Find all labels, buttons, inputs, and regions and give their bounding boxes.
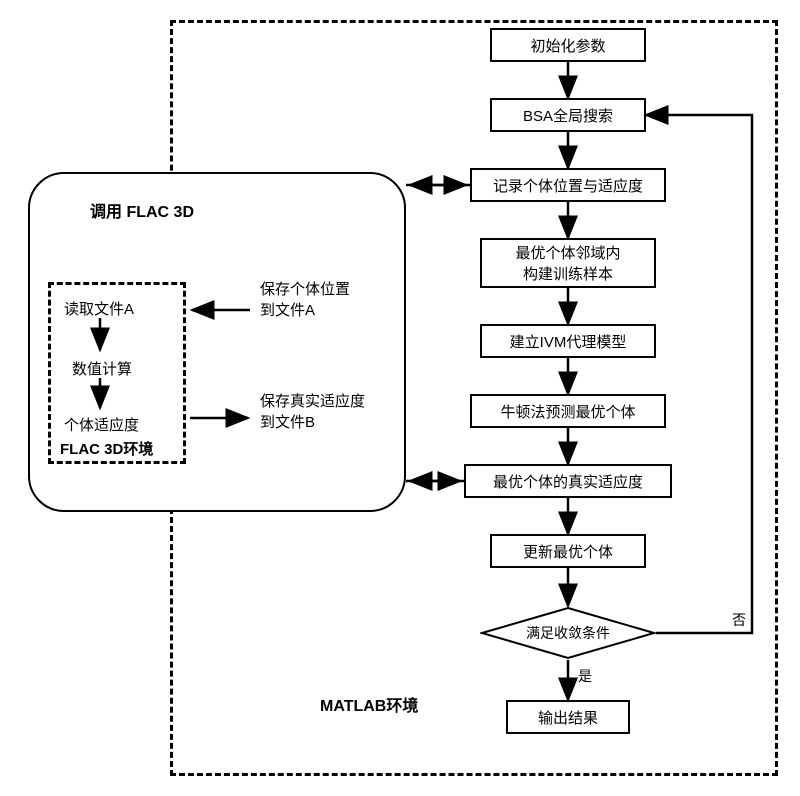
arrows-svg	[20, 20, 780, 776]
diagram-canvas: 调用 FLAC 3D MATLAB环境 FLAC 3D环境 读取文件A 数值计算…	[20, 20, 780, 776]
